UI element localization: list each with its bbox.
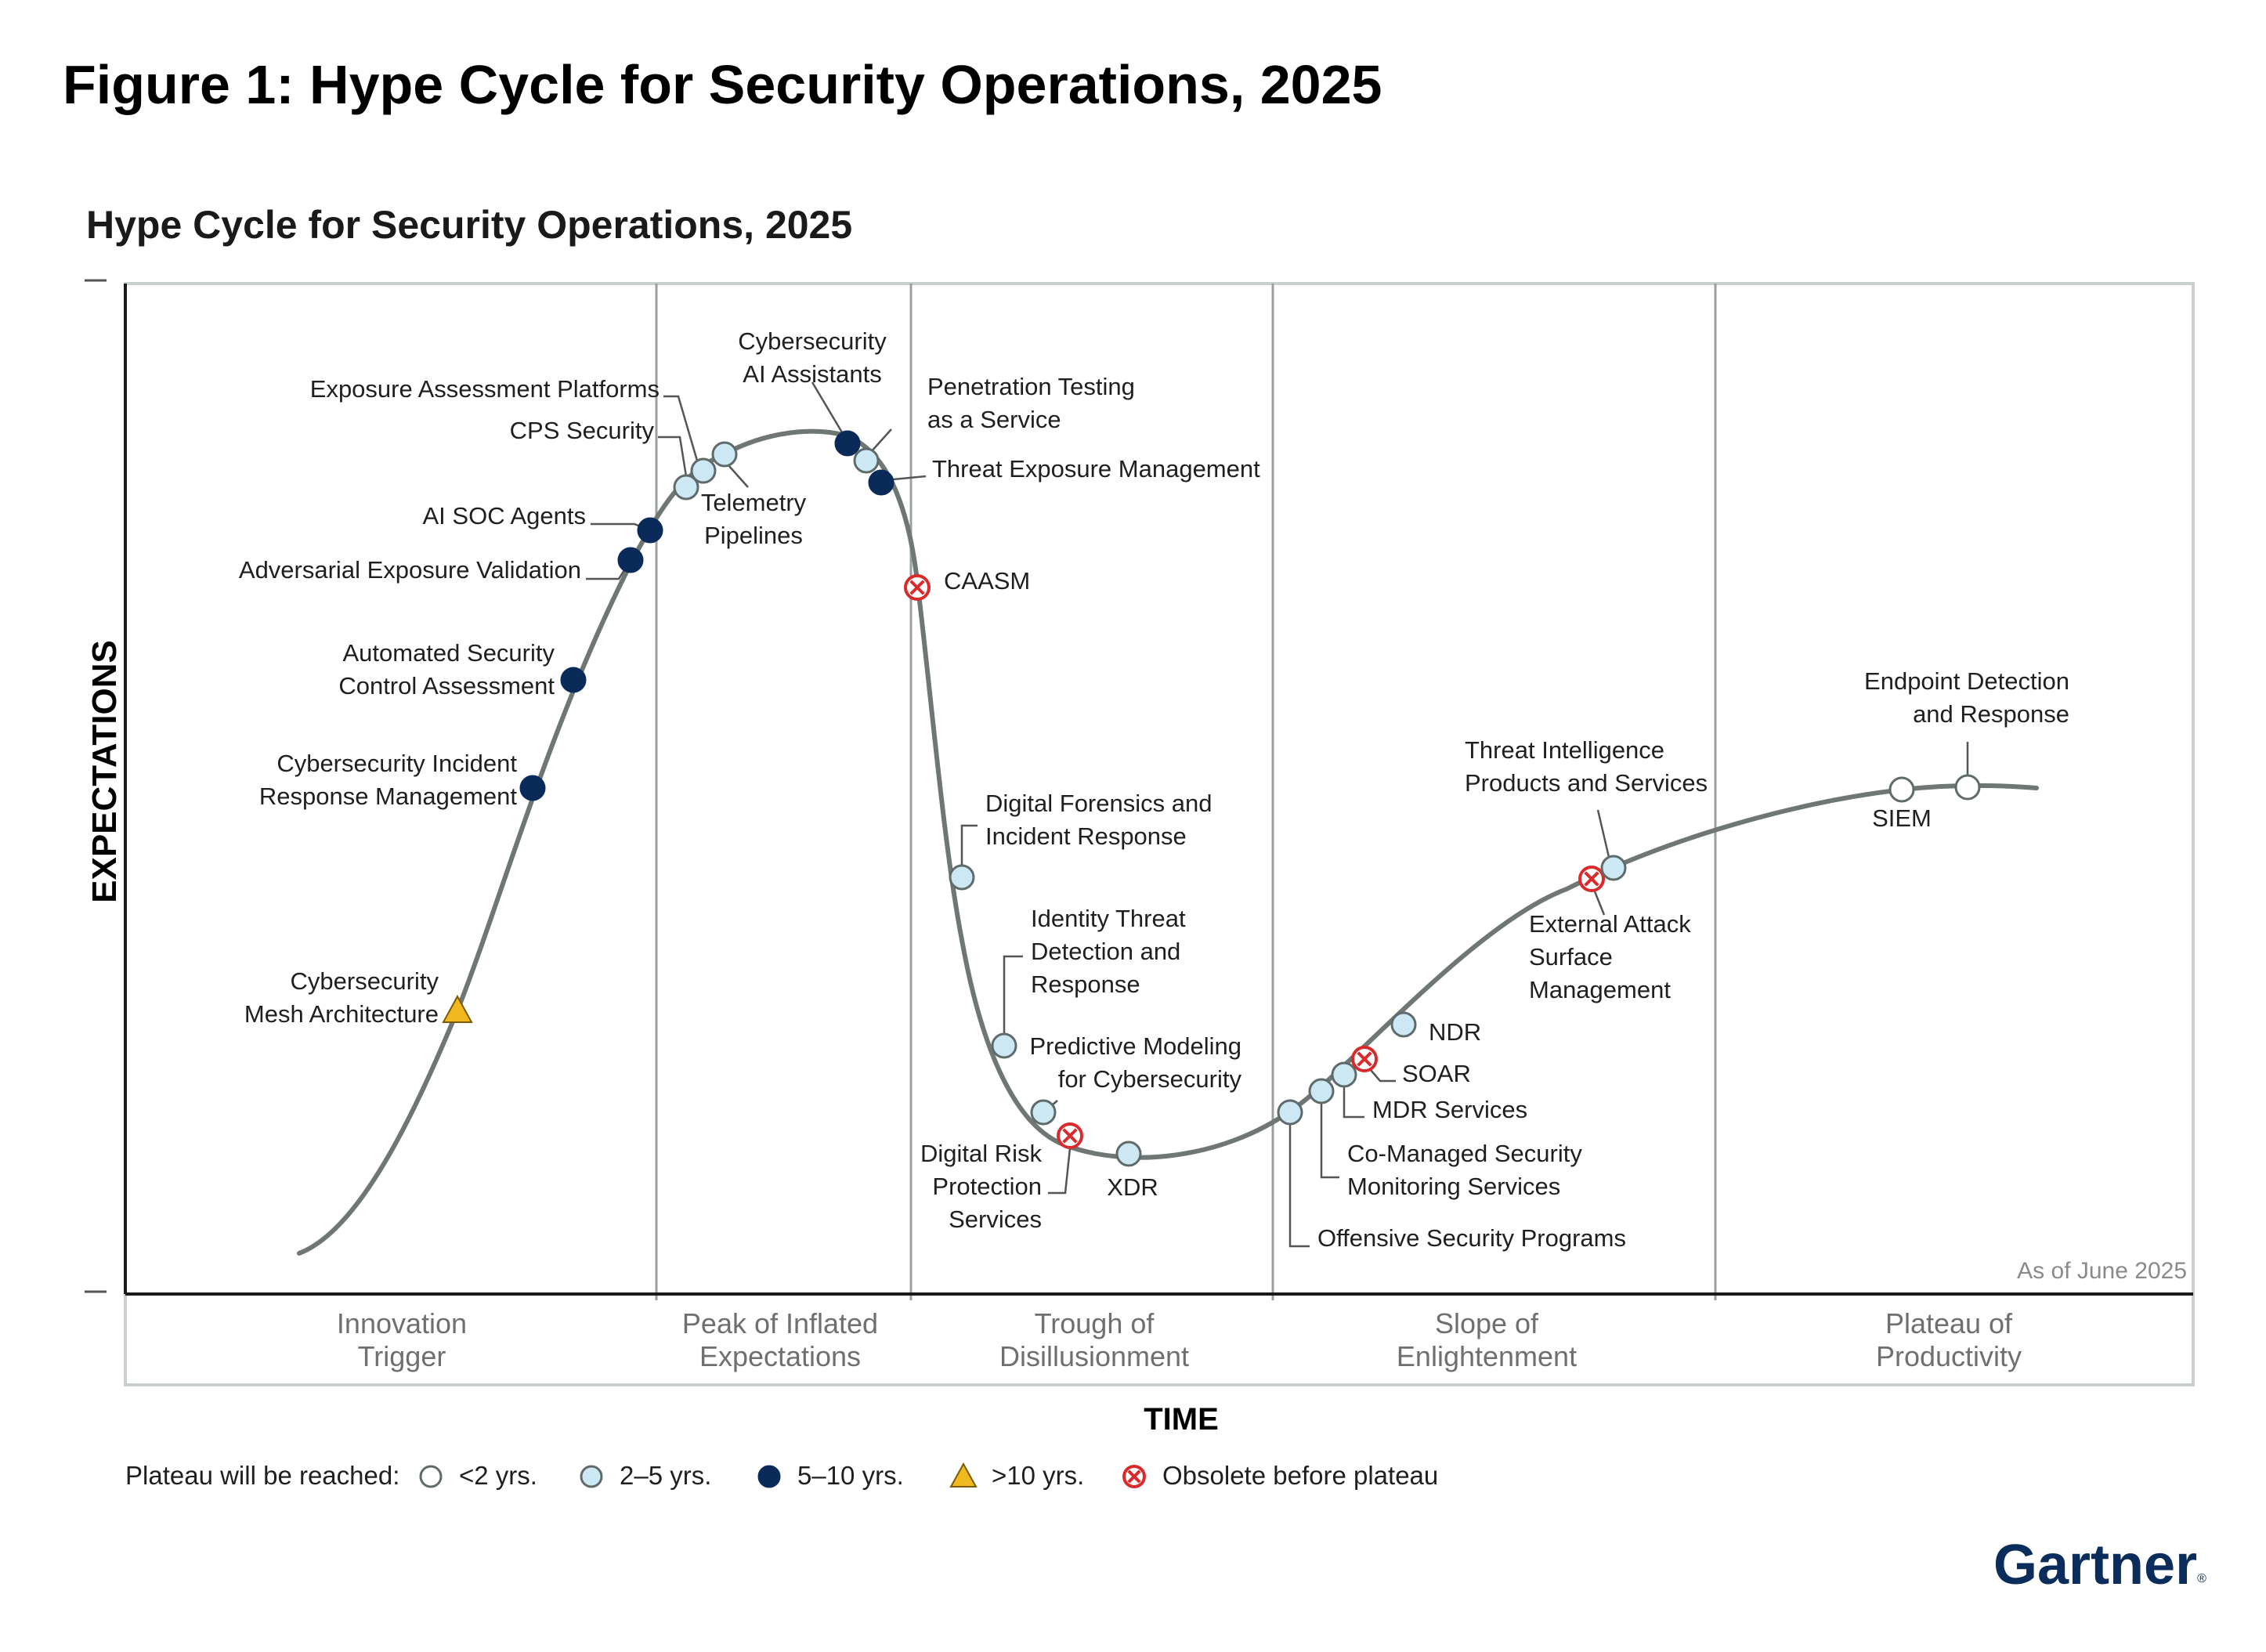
legend-item-label: 5–10 yrs. [797, 1461, 904, 1490]
soar-label: SOAR [1402, 1060, 1471, 1087]
phase-label: Innovation Trigger [337, 1307, 467, 1372]
co-managed-security-monitoring-services-label: Co-Managed Security Monitoring Services [1347, 1140, 1582, 1200]
penetration-testing-as-a-service-marker [853, 447, 880, 474]
cybersecurity-incident-response-management-marker [519, 775, 546, 801]
offensive-security-programs-label: Offensive Security Programs [1317, 1224, 1626, 1252]
legend-5to10-icon [757, 1465, 781, 1488]
adversarial-exposure-validation-marker [617, 547, 644, 573]
legend-2to5-icon [580, 1465, 603, 1488]
identity-threat-detection-and-response-leader [1003, 955, 1023, 1033]
legend-obsolete-icon [1122, 1465, 1146, 1488]
phase-label: Trough of Disillusionment [999, 1307, 1189, 1372]
predictive-modeling-for-cybersecurity-marker [1030, 1099, 1057, 1126]
digital-risk-protection-services-marker [1057, 1122, 1083, 1149]
legend-item-label: Obsolete before plateau [1162, 1461, 1438, 1490]
legend: Plateau will be reached: <2 yrs. 2–5 yrs. 5… [125, 1461, 1438, 1490]
mdr-services-marker [1331, 1061, 1357, 1088]
siem-marker [1888, 776, 1915, 803]
xdr-label: XDR [1107, 1173, 1158, 1201]
legend-item-label: >10 yrs. [992, 1461, 1084, 1490]
caasm-marker [904, 574, 931, 601]
digital-forensics-and-incident-response-marker [949, 864, 975, 891]
external-attack-surface-management-marker [1578, 866, 1605, 892]
automated-security-control-assessment-label: Automated Security Control Assessment [338, 639, 555, 699]
leader-lines [586, 381, 1969, 1248]
cybersecurity-ai-assistants-label: Cybersecurity AI Assistants [738, 327, 887, 388]
ai-soc-agents-marker [637, 517, 663, 544]
endpoint-detection-and-response-label: Endpoint Detection and Response [1864, 667, 2069, 728]
legend-gt10-icon [949, 1462, 978, 1488]
phase-label: Slope of Enlightenment [1397, 1307, 1577, 1372]
xdr-marker [1115, 1140, 1142, 1167]
phase-label: Plateau of Productivity [1876, 1307, 2022, 1372]
offensive-security-programs-leader [1288, 1125, 1310, 1248]
offensive-security-programs-marker [1277, 1099, 1303, 1126]
cps-security-leader [658, 436, 688, 477]
telemetry-pipelines-marker [711, 441, 738, 468]
soar-leader [1370, 1069, 1396, 1083]
automated-security-control-assessment-marker [560, 667, 587, 693]
legend-lt2-icon [419, 1465, 443, 1488]
cps-security-marker [673, 474, 699, 501]
caasm-label: CAASM [944, 567, 1030, 595]
digital-forensics-and-incident-response-label: Digital Forensics and Incident Response [985, 790, 1212, 850]
co-managed-security-monitoring-services-marker [1308, 1078, 1335, 1104]
threat-intelligence-products-and-services-leader [1596, 809, 1610, 858]
ndr-label: NDR [1429, 1018, 1481, 1046]
ndr-marker [1390, 1011, 1417, 1038]
chart-frame [85, 279, 2195, 1386]
exposure-assessment-platforms-leader [663, 395, 699, 461]
gartner-logo: Gartner® [1993, 1534, 2206, 1596]
technology-markers [442, 430, 1981, 1167]
threat-intelligence-products-and-services-label: Threat Intelligence Products and Services [1465, 736, 1708, 797]
penetration-testing-as-a-service-label: Penetration Testing as a Service [927, 373, 1135, 433]
phase-label: Peak of Inflated Expectations [682, 1307, 878, 1372]
telemetry-pipelines-label: Telemetry Pipelines [701, 489, 807, 549]
identity-threat-detection-and-response-marker [991, 1032, 1017, 1059]
y-axis-label: EXPECTATIONS [85, 640, 124, 903]
mdr-services-leader [1343, 1087, 1364, 1119]
telemetry-pipelines-leader [728, 465, 749, 488]
external-attack-surface-management-leader [1593, 891, 1606, 916]
siem-label: SIEM [1872, 804, 1932, 832]
threat-exposure-management-label: Threat Exposure Management [932, 455, 1260, 483]
threat-exposure-management-leader [892, 475, 927, 481]
mdr-services-label: MDR Services [1372, 1096, 1527, 1123]
figure-title: Figure 1: Hype Cycle for Security Operat… [63, 54, 1382, 115]
penetration-testing-as-a-service-leader [869, 428, 892, 454]
endpoint-detection-and-response-marker [1954, 774, 1981, 801]
cybersecurity-mesh-architecture-label: Cybersecurity Mesh Architecture [244, 967, 439, 1028]
ai-soc-agents-label: AI SOC Agents [423, 502, 587, 530]
x-axis-label: TIME [1144, 1402, 1219, 1437]
technology-labels: Cybersecurity Mesh Architecture Cybersecur… [239, 327, 2069, 1252]
threat-exposure-management-marker [868, 469, 894, 496]
cybersecurity-incident-response-management-label: Cybersecurity Incident Response Managemen… [259, 750, 518, 810]
chart-title: Hype Cycle for Security Operations, 2025 [86, 203, 852, 247]
digital-risk-protection-services-leader [1048, 1148, 1072, 1195]
digital-risk-protection-services-label: Digital Risk Protection Services [920, 1140, 1043, 1233]
as-of-note: As of June 2025 [2017, 1258, 2187, 1284]
adversarial-exposure-validation-label: Adversarial Exposure Validation [239, 556, 581, 584]
external-attack-surface-management-label: External Attack Surface Management [1529, 910, 1691, 1003]
predictive-modeling-for-cybersecurity-label: Predictive Modeling for Cybersecurity [1029, 1032, 1241, 1093]
exposure-assessment-platforms-label: Exposure Assessment Platforms [310, 375, 660, 403]
cps-security-label: CPS Security [510, 417, 655, 444]
legend-title: Plateau will be reached: [125, 1461, 399, 1490]
cybersecurity-mesh-architecture-marker [442, 994, 473, 1023]
legend-item-label: 2–5 yrs. [620, 1461, 711, 1490]
legend-item-label: <2 yrs. [459, 1461, 537, 1490]
digital-forensics-and-incident-response-leader [960, 824, 978, 865]
phase-labels: Innovation Trigger Peak of Inflated Expecta… [337, 1307, 2022, 1372]
soar-marker [1351, 1046, 1378, 1072]
co-managed-security-monitoring-services-leader [1320, 1104, 1339, 1179]
cybersecurity-ai-assistants-leader [811, 381, 844, 433]
identity-threat-detection-and-response-label: Identity Threat Detection and Response [1031, 905, 1186, 998]
threat-intelligence-products-and-services-marker [1600, 855, 1627, 881]
exposure-assessment-platforms-marker [690, 457, 717, 484]
cybersecurity-ai-assistants-marker [834, 430, 861, 457]
